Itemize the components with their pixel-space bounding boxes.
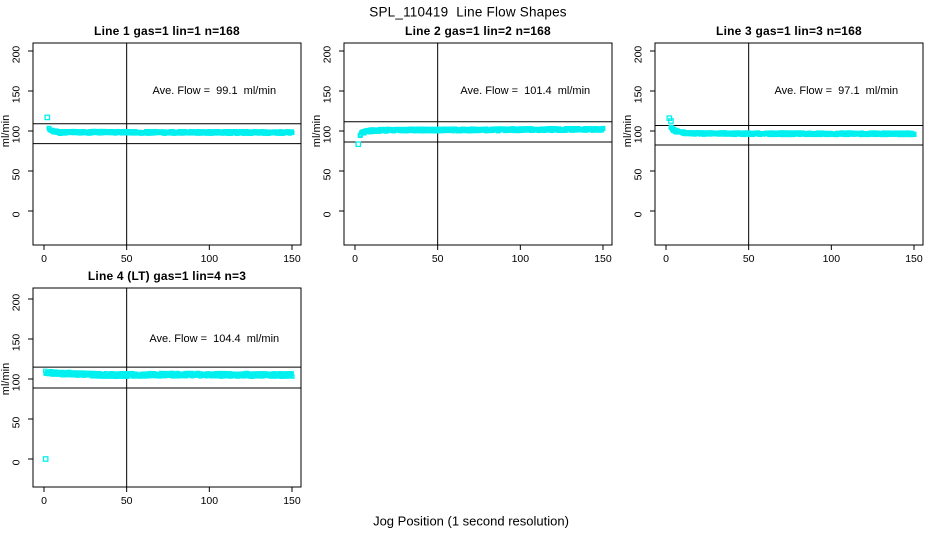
svg-text:200: 200 xyxy=(322,46,334,64)
svg-text:50: 50 xyxy=(633,169,645,181)
svg-text:100: 100 xyxy=(201,253,219,265)
svg-text:100: 100 xyxy=(201,495,219,507)
svg-text:150: 150 xyxy=(11,86,23,104)
svg-text:50: 50 xyxy=(121,253,133,265)
svg-text:150: 150 xyxy=(594,253,612,265)
svg-text:100: 100 xyxy=(823,253,841,265)
svg-text:50: 50 xyxy=(11,169,23,181)
y-axis-label-panel1: ml/min xyxy=(0,114,12,148)
svg-text:150: 150 xyxy=(322,86,334,104)
svg-text:150: 150 xyxy=(633,86,645,104)
svg-text:50: 50 xyxy=(743,253,755,265)
panel-title-line1: Line 1 gas=1 lin=1 n=168 xyxy=(94,24,240,38)
svg-text:0: 0 xyxy=(11,211,23,217)
chart-title: SPL_110419 Line Flow Shapes xyxy=(369,4,567,20)
svg-text:100: 100 xyxy=(322,126,334,144)
svg-text:0: 0 xyxy=(41,253,47,265)
svg-text:0: 0 xyxy=(322,211,334,217)
svg-text:50: 50 xyxy=(322,169,334,181)
svg-text:50: 50 xyxy=(121,495,133,507)
svg-text:200: 200 xyxy=(11,294,23,312)
svg-text:200: 200 xyxy=(11,46,23,64)
svg-text:0: 0 xyxy=(11,459,23,465)
y-axis-label-panel4: ml/min xyxy=(0,362,12,396)
svg-text:0: 0 xyxy=(41,495,47,507)
svg-text:150: 150 xyxy=(283,495,301,507)
panel-title-line2: Line 2 gas=1 lin=2 n=168 xyxy=(405,24,551,38)
svg-text:100: 100 xyxy=(11,374,23,392)
ave-flow-annotation-line3: Ave. Flow = 97.1 ml/min xyxy=(774,85,899,97)
x-axis-label: Jog Position (1 second resolution) xyxy=(373,513,569,529)
svg-text:0: 0 xyxy=(352,253,358,265)
ave-flow-annotation-line2: Ave. Flow = 101.4 ml/min xyxy=(460,85,591,97)
ave-flow-annotation-line4: Ave. Flow = 104.4 ml/min xyxy=(149,333,280,345)
svg-text:100: 100 xyxy=(11,126,23,144)
y-axis-label-panel3: ml/min xyxy=(622,114,634,148)
svg-text:150: 150 xyxy=(11,334,23,352)
svg-text:150: 150 xyxy=(283,253,301,265)
svg-text:100: 100 xyxy=(633,126,645,144)
svg-text:50: 50 xyxy=(11,417,23,429)
panel-title-line3: Line 3 gas=1 lin=3 n=168 xyxy=(716,24,862,38)
svg-text:150: 150 xyxy=(905,253,923,265)
svg-text:50: 50 xyxy=(432,253,444,265)
svg-text:200: 200 xyxy=(633,46,645,64)
y-axis-label-panel2: ml/min xyxy=(311,114,323,148)
svg-text:100: 100 xyxy=(512,253,530,265)
panel-title-line4: Line 4 (LT) gas=1 lin=4 n=3 xyxy=(87,269,247,283)
svg-text:0: 0 xyxy=(663,253,669,265)
svg-text:0: 0 xyxy=(633,211,645,217)
ave-flow-annotation-line1: Ave. Flow = 99.1 ml/min xyxy=(152,85,277,97)
